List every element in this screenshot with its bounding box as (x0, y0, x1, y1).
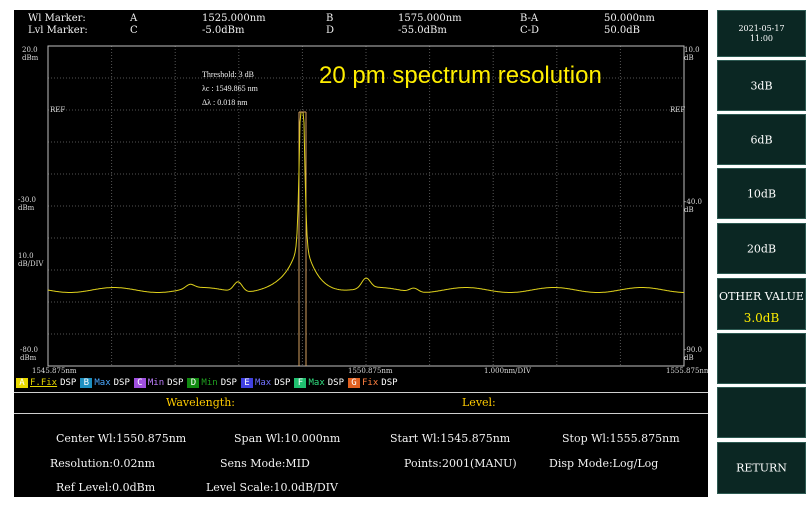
ref-level-param: Ref Level:0.0dBm (56, 481, 156, 494)
divider-top (14, 392, 708, 393)
softkey-3db[interactable]: 3dB (717, 60, 806, 111)
trace-dsp: DSP (381, 378, 398, 388)
softkey-20db[interactable]: 20dB (717, 223, 806, 274)
marker-c-value: -5.0dBm (202, 25, 245, 36)
center-wl-param: Center Wl:1550.875nm (56, 432, 187, 445)
trace-dsp: DSP (60, 378, 77, 388)
threshold-text: Threshold: 3 dB (202, 70, 254, 79)
level-scale-param: Level Scale:10.0dB/DIV (206, 481, 338, 494)
span-wl-param: Span Wl:10.000nm (234, 432, 341, 445)
other-value-label: OTHER VALUE (719, 290, 804, 303)
center-wavelength-text: λc : 1549.865 nm (202, 84, 258, 93)
marker-info-bar: Wl Marker: Lvl Marker: A 1525.000nm C -5… (14, 10, 708, 38)
wavelength-heading: Wavelength: (166, 396, 235, 409)
marker-a-value: 1525.000nm (202, 13, 266, 24)
sens-mode-param: Sens Mode:MID (220, 457, 310, 470)
trace-legend-c[interactable]: C Min DSP (133, 378, 184, 388)
marker-cd-label: C-D (520, 25, 540, 36)
marker-b-label: B (326, 13, 334, 24)
x-center-label: 1550.875nm (348, 367, 393, 375)
marker-b-value: 1575.000nm (398, 13, 462, 24)
trace-letter: B (80, 378, 93, 388)
softkey-panel: 2021-05-17 11:00 3dB 6dB 10dB 20dB OTHER … (717, 10, 806, 497)
peak-box-marker (298, 111, 307, 122)
trace-letter: D (187, 378, 200, 388)
level-heading: Level: (462, 396, 496, 409)
ref-label-right: REF (670, 106, 686, 114)
analysis-annotation: Threshold: 3 dB λc : 1549.865 nm Δλ : 0.… (202, 68, 258, 110)
trace-legend-a[interactable]: A F.Fix DSP (16, 378, 76, 388)
marker-d-label: D (326, 25, 335, 36)
y-left-mid: -30.0 dBm (18, 196, 36, 212)
trace-mode: Max (254, 378, 272, 388)
y-left-bot: -80.0 dBm (20, 346, 38, 362)
trace-mode: Max (94, 378, 111, 388)
trace-mode: Min (201, 378, 218, 388)
divider-bottom (14, 413, 708, 414)
other-value-readout: 3.0dB (743, 311, 780, 325)
marker-ba-value: 50.000nm (604, 13, 655, 24)
softkey-other-value[interactable]: OTHER VALUE 3.0dB (717, 278, 806, 330)
date-text: 2021-05-17 (738, 23, 785, 33)
trace-legend-e[interactable]: E Max DSP (240, 378, 291, 388)
trace-letter: E (240, 378, 253, 388)
plot-frame (47, 45, 685, 367)
trace-legend[interactable]: A F.Fix DSP B Max DSP C Min DSP D Min DSP E Max DSP F Ma… (16, 378, 402, 390)
x-div-label: 1.000nm/DIV (484, 367, 531, 375)
y-left-top: 20.0 dBm (22, 46, 39, 62)
marker-d-value: -55.0dBm (398, 25, 447, 36)
resolution-param: Resolution:0.02nm (50, 457, 156, 470)
softkey-6db[interactable]: 6dB (717, 114, 806, 165)
x-end-label: 1555.875nm (666, 367, 708, 375)
marker-ba-label: B-A (520, 13, 539, 24)
x-start-label: 1545.875nm (32, 367, 77, 375)
ref-label-left: REF (50, 106, 66, 114)
trace-mode: F.Fix (30, 378, 58, 388)
trace-letter: A (16, 378, 28, 388)
trace-legend-f[interactable]: F Max DSP (294, 378, 344, 388)
y-right-mid: -40.0 dB (684, 198, 702, 214)
trace-mode: Min (147, 378, 165, 388)
time-text: 11:00 (749, 33, 774, 43)
softkey-blank-1[interactable] (717, 333, 806, 384)
datetime-display: 2021-05-17 11:00 (717, 10, 806, 57)
plot-grid (48, 46, 684, 366)
trace-dsp: DSP (327, 378, 345, 388)
wl-marker-label: Wl Marker: (28, 13, 86, 24)
trace-mode: Fix (362, 378, 379, 388)
trace-letter: C (133, 378, 146, 388)
trace-dsp: DSP (274, 378, 291, 388)
trace-dsp: DSP (113, 378, 130, 388)
lvl-marker-label: Lvl Marker: (28, 25, 88, 36)
trace-mode: Max (308, 378, 325, 388)
linewidth-text: Δλ : 0.018 nm (202, 98, 248, 107)
stop-wl-param: Stop Wl:1555.875nm (562, 432, 680, 445)
trace-legend-d[interactable]: D Min DSP (187, 378, 237, 388)
trace-legend-b[interactable]: B Max DSP (80, 378, 130, 388)
softkey-return[interactable]: RETURN (717, 442, 806, 494)
softkey-10db[interactable]: 10dB (717, 168, 806, 219)
trace-letter: F (294, 378, 307, 388)
disp-mode-param: Disp Mode:Log/Log (549, 457, 659, 470)
points-param: Points:2001(MANU) (404, 457, 517, 470)
trace-legend-g[interactable]: G Fix DSP (348, 378, 398, 388)
marker-a-label: A (130, 13, 138, 24)
y-right-bot: -90.0 dB (684, 346, 702, 362)
softkey-blank-2[interactable] (717, 387, 806, 438)
marker-c-label: C (130, 25, 138, 36)
analyzer-screen: Wl Marker: Lvl Marker: A 1525.000nm C -5… (14, 10, 708, 497)
marker-cd-value: 50.0dB (604, 25, 641, 36)
spectrum-plot[interactable] (14, 40, 708, 376)
trace-dsp: DSP (220, 378, 237, 388)
trace-letter: G (348, 378, 361, 388)
start-wl-param: Start Wl:1545.875nm (390, 432, 511, 445)
spectrum-trace (47, 111, 684, 293)
y-left-div: 10.0 dB/DIV (18, 252, 44, 268)
y-right-top: 10.0 dB (684, 46, 700, 62)
trace-dsp: DSP (167, 378, 184, 388)
overlay-title: 20 pm spectrum resolution (319, 62, 602, 89)
